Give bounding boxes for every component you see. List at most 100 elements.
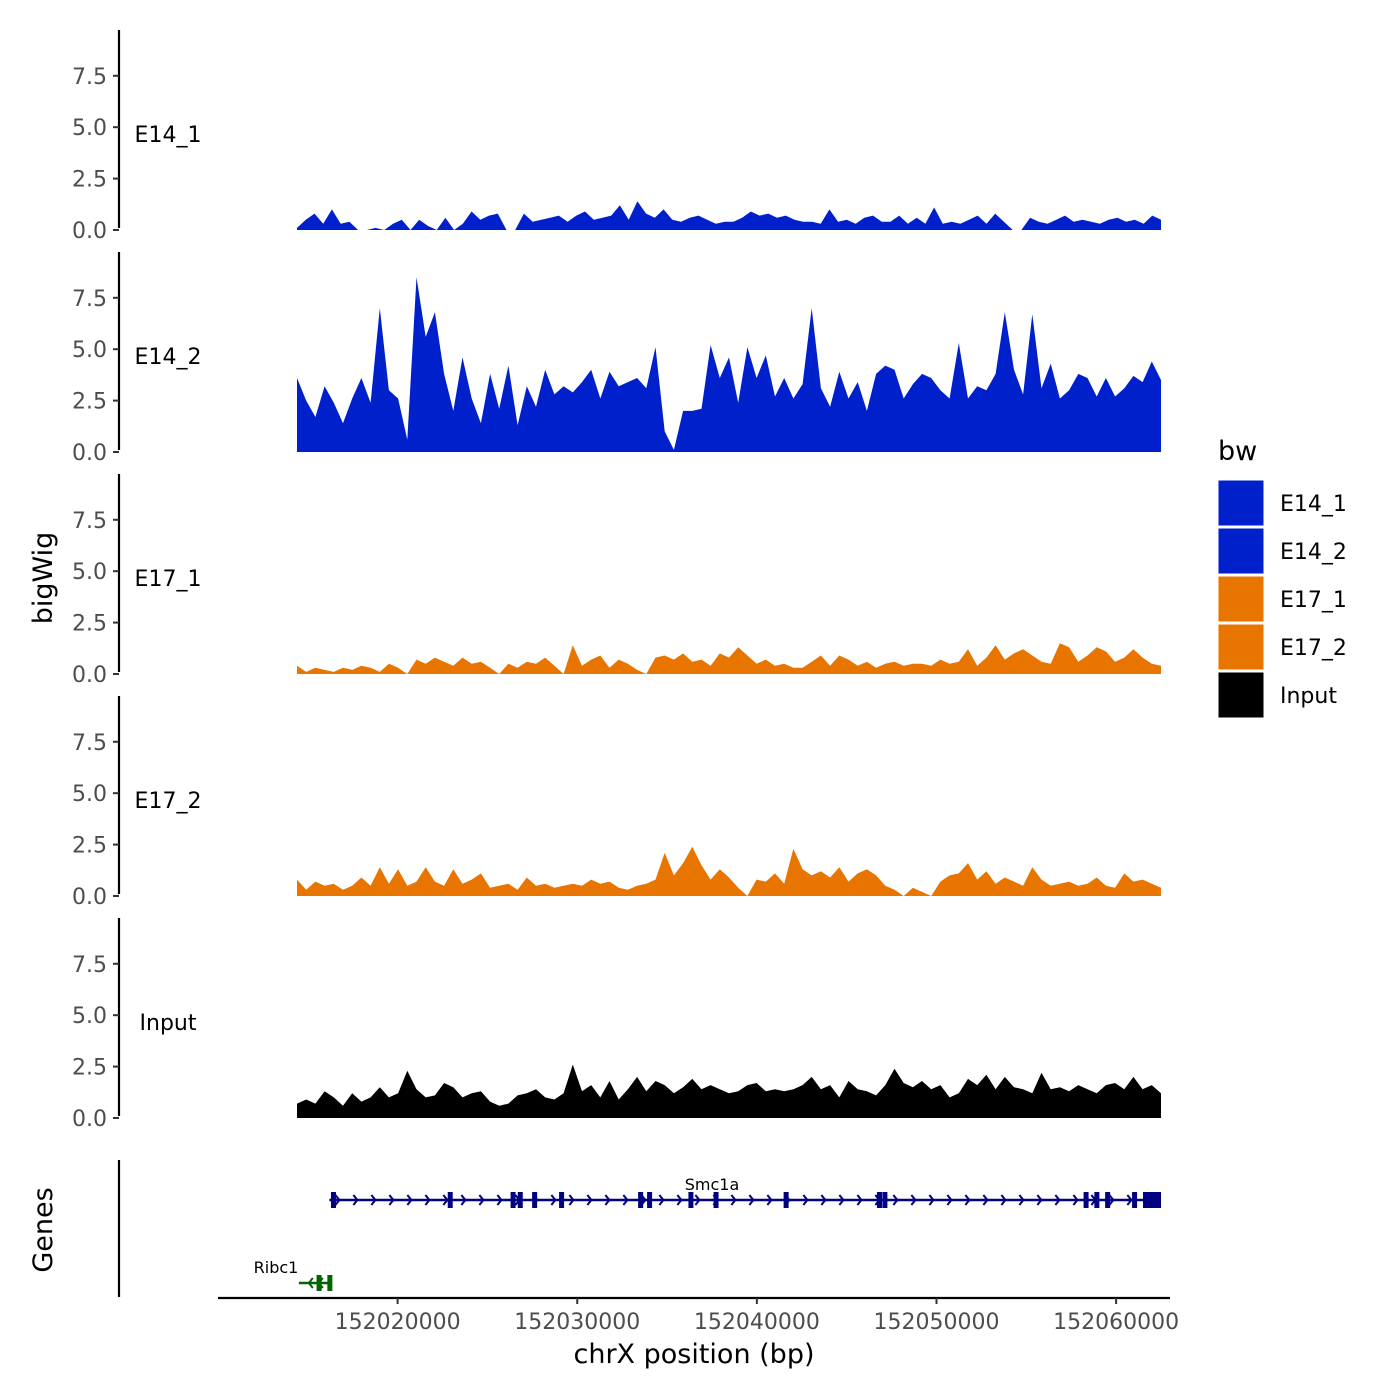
x-tick-label: 152040000: [694, 1310, 820, 1335]
strand-arrow-smc1a: [982, 1194, 989, 1206]
strand-arrow-ribc1: [307, 1277, 314, 1289]
strand-arrow-smc1a: [676, 1194, 683, 1206]
y-tick-label-e17-1: 7.5: [72, 509, 107, 534]
exon-ribc1: [327, 1275, 333, 1291]
strand-arrow-smc1a: [1072, 1194, 1079, 1206]
y-tick-label-e14-1: 7.5: [72, 65, 107, 90]
gene-ribc1: Ribc1: [254, 1258, 333, 1291]
y-tick-label-e14-1: 5.0: [72, 116, 107, 141]
track-label-e17-2: E17_2: [135, 789, 202, 814]
strand-arrow-smc1a: [946, 1194, 953, 1206]
genes-panel: Smc1a Ribc1: [117, 1160, 1162, 1297]
y-tick-label-e17-2: 0.0: [72, 885, 107, 910]
exon-smc1a: [559, 1192, 565, 1208]
legend-label-e17-1: E17_1: [1280, 588, 1347, 613]
exon-smc1a: [1143, 1192, 1162, 1208]
y-tick-label-e17-1: 2.5: [72, 612, 107, 637]
x-tick-label: 152020000: [335, 1310, 461, 1335]
strand-arrow-smc1a: [334, 1194, 341, 1206]
strand-arrow-smc1a: [802, 1194, 809, 1206]
track-e17-2: 0.0 2.5 5.0 7.5 E17_2: [72, 696, 1161, 910]
exon-smc1a: [688, 1192, 694, 1208]
genes-axis-title: Genes: [28, 1187, 59, 1272]
y-tick-label-e17-1: 0.0: [72, 663, 107, 688]
strand-arrow-smc1a: [406, 1194, 413, 1206]
strand-arrow-smc1a: [766, 1194, 773, 1206]
strand-arrow-smc1a: [442, 1194, 449, 1206]
y-tick-label-input: 0.0: [72, 1107, 107, 1132]
strand-arrow-smc1a: [1000, 1194, 1007, 1206]
legend-label-e14-1: E14_1: [1280, 492, 1347, 517]
legend-label-e14-2: E14_2: [1280, 540, 1347, 565]
strand-arrow-smc1a: [586, 1194, 593, 1206]
signal-tracks: 0.0 2.5 5.0 7.5 E14_1 0.0 2.5 5.0 7.5 E14_2 0.0 2.5…: [72, 30, 1161, 1132]
track-e17-1: 0.0 2.5 5.0 7.5 E17_1: [72, 474, 1161, 688]
strand-arrow-smc1a: [1036, 1194, 1043, 1206]
y-tick-label-e14-2: 5.0: [72, 338, 107, 363]
track-label-e17-1: E17_1: [135, 567, 202, 592]
legend-label-input: Input: [1280, 684, 1337, 709]
y-tick-label-e14-2: 7.5: [72, 287, 107, 312]
strand-arrow-smc1a: [838, 1194, 845, 1206]
y-tick-label-input: 5.0: [72, 1004, 107, 1029]
gene-label-ribc1: Ribc1: [254, 1258, 299, 1277]
exon-smc1a: [882, 1192, 888, 1208]
exon-smc1a: [532, 1192, 538, 1208]
y-tick-label-e14-2: 0.0: [72, 441, 107, 466]
strand-arrow-smc1a: [1108, 1194, 1115, 1206]
y-tick-label-input: 2.5: [72, 1056, 107, 1081]
strand-arrow-smc1a: [1054, 1194, 1061, 1206]
exon-smc1a: [1083, 1192, 1089, 1208]
track-label-e14-1: E14_1: [135, 123, 202, 148]
strand-arrow-smc1a: [370, 1194, 377, 1206]
track-label-input: Input: [140, 1011, 197, 1036]
y-tick-label-e14-1: 0.0: [72, 219, 107, 244]
signal-area-input: [297, 1064, 1161, 1118]
strand-arrow-smc1a: [892, 1194, 899, 1206]
strand-arrow-smc1a: [352, 1194, 359, 1206]
exon-smc1a: [517, 1192, 523, 1208]
strand-arrow-smc1a: [460, 1194, 467, 1206]
signal-area-e14-2: [297, 277, 1161, 452]
track-input: 0.0 2.5 5.0 7.5 Input: [72, 918, 1161, 1132]
strand-arrow-smc1a: [928, 1194, 935, 1206]
x-axis: 152020000 152030000 152040000 152050000 1520…: [218, 1296, 1179, 1335]
legend-key-input: [1217, 671, 1265, 719]
y-tick-label-e17-2: 5.0: [72, 782, 107, 807]
legend-key-e17-1: [1217, 575, 1265, 623]
strand-arrow-smc1a: [658, 1194, 665, 1206]
y-tick-label-e14-2: 2.5: [72, 390, 107, 415]
strand-arrow-smc1a: [910, 1194, 917, 1206]
exon-smc1a: [783, 1192, 789, 1208]
exon-smc1a: [330, 1192, 336, 1208]
exon-smc1a: [877, 1192, 883, 1208]
strand-arrow-smc1a: [1018, 1194, 1025, 1206]
exon-smc1a: [713, 1192, 719, 1208]
strand-arrow-smc1a: [424, 1194, 431, 1206]
exon-smc1a: [510, 1192, 516, 1208]
strand-arrow-smc1a: [478, 1194, 485, 1206]
y-tick-label-input: 7.5: [72, 953, 107, 978]
strand-arrow-smc1a: [1126, 1194, 1133, 1206]
legend-key-e14-1: [1217, 479, 1265, 527]
exon-smc1a: [647, 1192, 653, 1208]
gene-label-smc1a: Smc1a: [685, 1175, 740, 1194]
y-tick-label-e14-1: 2.5: [72, 168, 107, 193]
x-tick-label: 152030000: [514, 1310, 640, 1335]
strand-arrow-smc1a: [568, 1194, 575, 1206]
x-tick-label: 152060000: [1053, 1310, 1179, 1335]
exon-smc1a: [638, 1192, 644, 1208]
exon-ribc1: [316, 1275, 322, 1291]
strand-arrow-smc1a: [550, 1194, 557, 1206]
strand-arrow-smc1a: [622, 1194, 629, 1206]
exon-smc1a: [1094, 1192, 1100, 1208]
signal-area-e17-1: [297, 643, 1161, 674]
y-tick-label-e17-1: 5.0: [72, 560, 107, 585]
strand-arrow-smc1a: [820, 1194, 827, 1206]
legend-key-e17-2: [1217, 623, 1265, 671]
x-tick-label: 152050000: [873, 1310, 999, 1335]
exon-smc1a: [447, 1192, 453, 1208]
strand-arrow-smc1a: [496, 1194, 503, 1206]
legend: bw E14_1 E14_2 E17_1 E17_2 Input: [1217, 436, 1347, 719]
exon-smc1a: [1132, 1192, 1138, 1208]
